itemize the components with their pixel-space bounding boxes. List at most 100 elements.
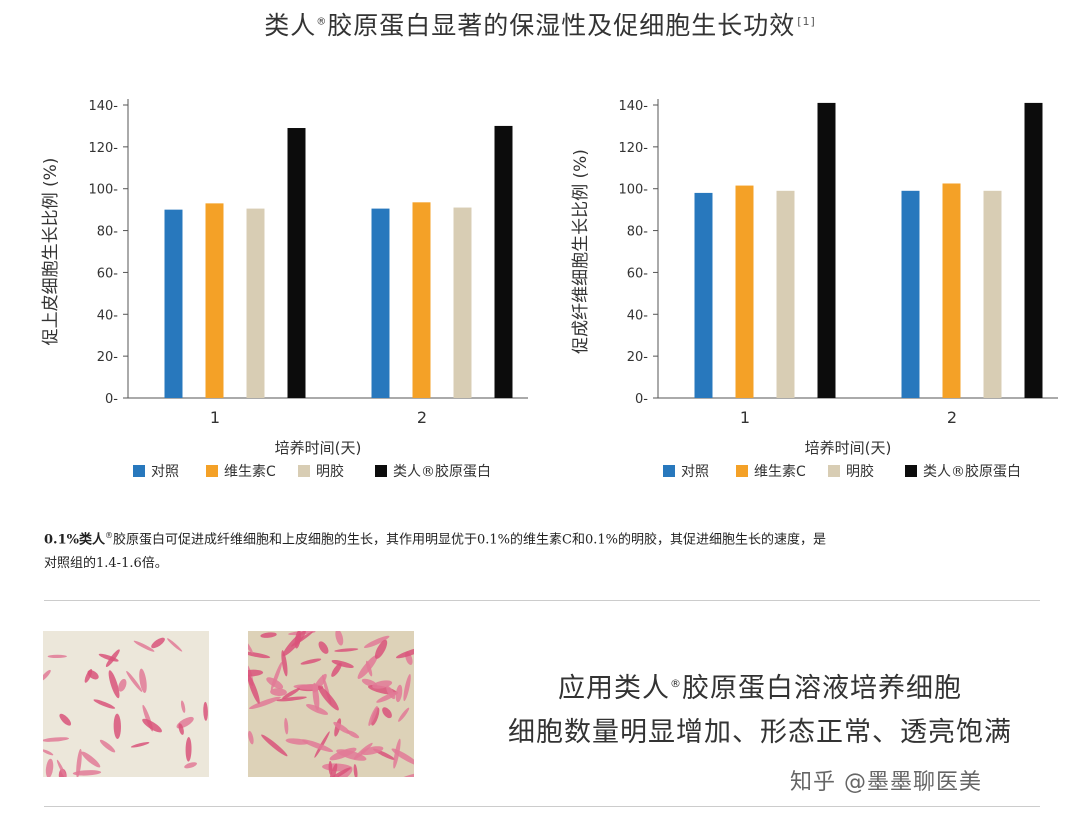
stained-cell (328, 760, 333, 775)
stained-cell (99, 739, 116, 753)
x-tick-label: 1 (740, 408, 750, 427)
stained-cell (130, 742, 150, 748)
x-tick-label: 2 (947, 408, 957, 427)
y-tick-label: 0- (105, 392, 118, 407)
stained-cell (317, 685, 339, 711)
stained-cell (371, 707, 380, 726)
stained-cell (139, 668, 147, 694)
stained-cell (47, 654, 67, 658)
divider-top (44, 600, 1040, 601)
y-tick-label: 80- (627, 225, 649, 240)
y-tick-label: 140- (88, 99, 118, 114)
x-tick-label: 2 (417, 408, 427, 427)
stained-cell (364, 635, 390, 649)
legend-swatch (663, 465, 675, 477)
y-tick-label: 60- (97, 266, 119, 281)
bar-维生素C-1 (205, 203, 224, 398)
stained-cell (374, 639, 388, 659)
chart-svg: 0- 20- 40- 60- 80- 100- 120- 140- 促上皮细胞生长比例 (%) 1… (41, 99, 528, 480)
legend-label: 维生素C (224, 464, 276, 480)
stained-cell (43, 749, 54, 756)
stained-cell (368, 705, 378, 726)
stained-cell (329, 763, 338, 777)
stained-cell (248, 651, 271, 659)
bar-类人®胶原蛋白-2 (1024, 102, 1043, 399)
legend-label: 维生素C (754, 464, 806, 480)
y-tick-label: 40- (627, 308, 649, 323)
watermark: 知乎 @墨墨聊医美 (790, 770, 982, 795)
x-axis-label: 培养时间(天) (805, 439, 892, 457)
stained-cell (105, 649, 120, 667)
stained-cell (45, 758, 54, 777)
stained-cell (113, 713, 121, 739)
stained-cell (260, 632, 277, 638)
y-tick-label: 120- (88, 141, 118, 156)
fibroblast-growth-chart: 0- 20- 40- 60- 80- 100- 120- 140- 促成纤维细胞生长比例 (%)… (540, 80, 1060, 500)
result-line-1: 应用类人®胶原蛋白溶液培养细胞 (558, 673, 962, 704)
stained-cell (397, 771, 414, 777)
bar-对照-2 (371, 208, 390, 398)
stained-cell (81, 751, 101, 768)
legend-label: 对照 (681, 464, 709, 480)
stained-cell (93, 699, 116, 709)
stained-cell (108, 670, 120, 699)
legend-label: 明胶 (316, 463, 344, 480)
y-tick-label: 60- (627, 266, 649, 281)
cell-micrograph-collagen (248, 631, 414, 777)
legend-swatch (133, 465, 145, 477)
y-tick-label: 40- (97, 308, 119, 323)
epithelial-growth-chart: 0- 20- 40- 60- 80- 100- 120- 140- 促上皮细胞生长比例 (%) 1… (10, 80, 530, 500)
stained-cell (270, 661, 283, 691)
stained-cell (203, 701, 208, 721)
result-line-2: 细胞数量明显增加、形态正常、透亮饱满 (508, 717, 1012, 748)
bar-对照-1 (164, 209, 183, 398)
stained-cell (185, 737, 192, 762)
y-tick-label: 100- (88, 183, 118, 198)
stained-cell (84, 669, 93, 683)
stained-cell (290, 631, 313, 647)
stained-cell (59, 713, 72, 726)
stained-cell (333, 721, 351, 734)
legend-swatch (298, 465, 310, 477)
stained-cell (118, 678, 127, 692)
stained-cell (72, 770, 102, 776)
stained-cell (276, 696, 307, 702)
bar-对照-2 (901, 190, 920, 398)
stained-cell (133, 640, 155, 652)
stained-cell (300, 658, 322, 665)
stained-cell (43, 669, 51, 682)
stained-cell (248, 669, 264, 677)
bar-维生素C-2 (942, 183, 961, 398)
y-tick-label: 20- (97, 350, 119, 365)
stained-cell (248, 639, 253, 654)
legend-swatch (375, 465, 387, 477)
legend-label: 明胶 (846, 463, 874, 480)
stained-cell (386, 685, 396, 700)
stained-cell (353, 764, 358, 777)
stained-cell (395, 684, 403, 703)
y-tick-label: 140- (618, 99, 648, 114)
stained-cell (382, 707, 392, 719)
legend-swatch (736, 465, 748, 477)
y-tick-label: 100- (618, 183, 648, 198)
stained-cell (331, 662, 342, 677)
stained-cell (335, 631, 344, 646)
stained-cell (396, 647, 414, 659)
stained-cell (312, 682, 320, 711)
stained-cell (184, 762, 197, 769)
stained-cell (248, 730, 254, 745)
legend-swatch (828, 465, 840, 477)
bar-维生素C-1 (735, 185, 754, 398)
bar-类人®胶原蛋白-1 (817, 102, 836, 399)
cell-micrograph-control (43, 631, 209, 777)
legend-label: 类人®胶原蛋白 (923, 463, 1021, 480)
stained-cell (56, 759, 68, 777)
stained-cell (335, 768, 353, 777)
y-tick-label: 20- (627, 350, 649, 365)
stained-cell (334, 648, 359, 652)
stained-cell (281, 650, 288, 677)
stained-cell (346, 730, 360, 739)
stained-cell (301, 739, 334, 753)
stained-cell (398, 707, 410, 722)
bar-明胶-1 (246, 208, 265, 398)
